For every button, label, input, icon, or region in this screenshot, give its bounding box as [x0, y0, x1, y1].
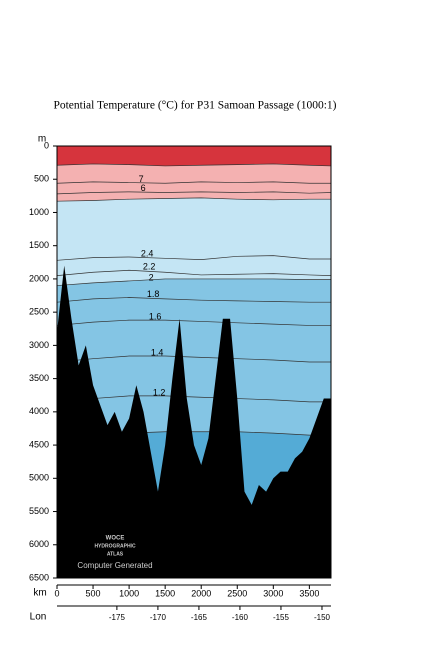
- x-tick-label: 500: [86, 588, 101, 598]
- annotation: WOCE: [106, 536, 125, 542]
- plot-frame: [56, 145, 332, 579]
- isotherm-label: 6: [141, 183, 146, 193]
- isotherm-label: 7: [139, 174, 144, 184]
- x-tick-label: 1500: [155, 588, 175, 598]
- x2-tick-label: -170: [150, 613, 167, 622]
- y-tick-label: 6500: [29, 572, 49, 582]
- x2-tick-label: -155: [273, 613, 290, 622]
- annotation: ATLAS: [107, 551, 124, 557]
- isotherm-label: 2.2: [143, 262, 156, 272]
- x2-tick-label: -160: [232, 613, 249, 622]
- y-tick-label: 3000: [29, 340, 49, 350]
- isotherm-label: 1.6: [149, 312, 162, 322]
- y-tick-label: 3500: [29, 373, 49, 383]
- isotherm: [56, 395, 331, 403]
- isotherm: [56, 181, 331, 184]
- x-tick-label: 0: [54, 588, 59, 598]
- y-tick-label: 2500: [29, 307, 49, 317]
- isotherm-label: 1.4: [151, 347, 164, 357]
- chart-title: Potential Temperature (°C) for P31 Samoa…: [53, 100, 336, 112]
- x2-axis-label: Lon: [30, 612, 47, 623]
- y-tick-label: 1500: [29, 240, 49, 250]
- bathymetry: [57, 265, 331, 578]
- y-tick-label: 2000: [29, 273, 49, 283]
- isotherm: [56, 197, 331, 202]
- y-tick-label: 1000: [29, 207, 49, 217]
- y-tick-label: 500: [34, 174, 49, 184]
- isotherm: [56, 269, 332, 276]
- x2-tick-label: -150: [314, 613, 331, 622]
- y-tick-label: 5000: [29, 473, 49, 483]
- x-axis-label: km: [33, 588, 46, 599]
- isotherm-label: 2.4: [141, 248, 154, 258]
- isotherm: [56, 355, 331, 363]
- isotherm: [56, 278, 331, 286]
- x2-tick-label: -175: [109, 613, 126, 622]
- isotherm-label: 1.2: [153, 387, 166, 397]
- isotherm: [56, 163, 332, 167]
- x2-tick-label: -165: [191, 613, 208, 622]
- isotherm: [56, 255, 331, 261]
- isotherm-label: 1.8: [147, 289, 160, 299]
- isotherm: [56, 319, 331, 326]
- isotherm: [56, 297, 331, 303]
- annotation: HYDROGRAPHIC: [94, 543, 136, 549]
- y-tick-label: 4000: [29, 406, 49, 416]
- annotation: Computer Generated: [77, 561, 152, 570]
- isotherm-label: 2: [149, 272, 154, 282]
- isotherm: [56, 191, 332, 195]
- y-tick-label: 0: [44, 140, 49, 150]
- y-tick-label: 6000: [29, 539, 49, 549]
- x-tick-label: 1000: [119, 588, 139, 598]
- y-axis-label: m: [38, 134, 46, 145]
- x-tick-label: 2500: [227, 588, 247, 598]
- y-tick-label: 5500: [29, 506, 49, 516]
- x-tick-label: 2000: [191, 588, 211, 598]
- y-tick-label: 4500: [29, 439, 49, 449]
- x-tick-label: 3000: [263, 588, 283, 598]
- x-tick-label: 3500: [299, 588, 319, 598]
